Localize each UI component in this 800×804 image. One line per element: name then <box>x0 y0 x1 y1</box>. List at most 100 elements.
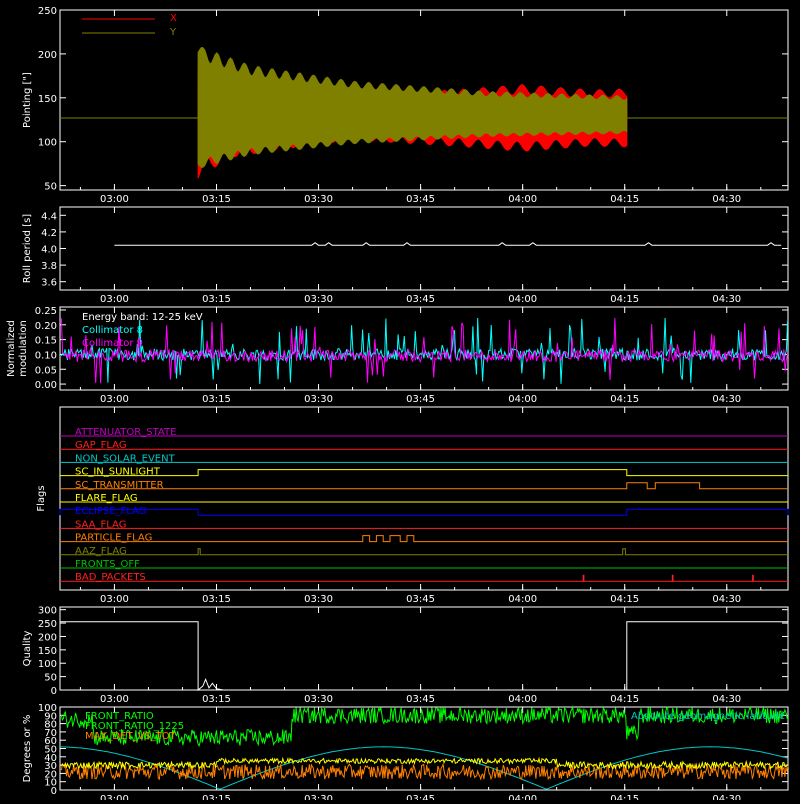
x-tick-label: 03:00 <box>100 594 129 605</box>
x-tick-label: 03:45 <box>406 594 435 605</box>
x-tick-label: 03:00 <box>100 794 129 800</box>
y-tick-label: 0.00 <box>35 380 57 391</box>
y-tick-label: 0.15 <box>35 336 57 347</box>
plot-frame <box>59 406 789 591</box>
x-tick-label: 04:30 <box>712 294 741 305</box>
y-tick-label: 70 <box>44 728 57 739</box>
y-tick-label: 50 <box>44 745 57 756</box>
flag-label: ATTENUATOR_STATE <box>75 427 176 438</box>
x-tick-label: 03:45 <box>406 294 435 305</box>
y-tick-label: 3.8 <box>41 261 57 272</box>
x-tick-label: 03:45 <box>406 794 435 800</box>
panel-ratios: 03:00 03:15 03:30 03:45 04:00 04:15 04:30 01020… <box>22 703 789 804</box>
y-tick-label: 150 <box>38 646 57 657</box>
panel-modulation: 03:00 03:15 03:30 03:45 04:00 04:15 04:30 0.00 0… <box>6 306 789 405</box>
x-tick-label: 03:30 <box>304 294 333 305</box>
x-tick-label: 03:00 <box>100 294 129 305</box>
y-tick-label: 150 <box>38 94 57 105</box>
y-axis-label: Normalized <box>6 320 17 377</box>
x-tick-label: 04:00 <box>508 194 537 205</box>
ratio-series-3 <box>60 762 789 781</box>
flag-label: GAP_FLAG <box>75 440 127 451</box>
flag-label: FLARE_FLAG <box>75 493 138 504</box>
flag-label: SC_IN_SUNLIGHT <box>75 467 161 478</box>
y-tick-label: 300 <box>38 606 57 617</box>
x-tick-label: 03:45 <box>406 394 435 405</box>
legend-label-y: Y <box>169 27 177 38</box>
y-tick-label: 4.0 <box>41 245 57 256</box>
x-tick-label: 03:00 <box>100 694 129 705</box>
x-tick-label: 03:00 <box>100 194 129 205</box>
y-tick-label: 0.25 <box>35 306 57 317</box>
y-axis-label: Quality <box>22 631 33 667</box>
legend-label-max-det: MAX_DET_VS_TOT <box>85 731 177 742</box>
y-tick-label: 60 <box>44 736 57 747</box>
y-tick-label: 30 <box>44 761 57 772</box>
y-tick-label: 4.4 <box>41 211 57 222</box>
ratio-series-2 <box>60 756 789 771</box>
flag-label: PARTICLE_FLAG <box>75 533 152 544</box>
x-tick-label: 04:00 <box>508 794 537 800</box>
y-tick-label: 20 <box>44 769 57 780</box>
x-tick-label: 04:30 <box>712 194 741 205</box>
flag-label: BAD_PACKETS <box>75 572 146 583</box>
x-tick-label: 03:15 <box>202 194 231 205</box>
x-tick-label: 04:15 <box>610 394 639 405</box>
plot-frame <box>59 9 789 191</box>
y-tick-label: 200 <box>38 632 57 643</box>
x-tick-label: 03:30 <box>304 594 333 605</box>
y-tick-label: 4.2 <box>41 228 57 239</box>
flag-label: NON_SOLAR_EVENT <box>75 453 176 464</box>
x-tick-label: 04:00 <box>508 594 537 605</box>
x-tick-label: 04:15 <box>610 594 639 605</box>
x-tick-label: 04:30 <box>712 694 741 705</box>
x-tick-label: 03:30 <box>304 794 333 800</box>
flag-label: SC_TRANSMITTER <box>75 480 164 491</box>
legend-label-front-ratio: FRONT_RATIO <box>85 711 154 722</box>
x-tick-label: 04:30 <box>712 794 741 800</box>
panel-roll: 03:00 03:15 03:30 03:45 04:00 04:15 04:30 3.6 3.… <box>22 206 789 305</box>
ratio-series-1 <box>60 705 789 748</box>
y-axis-label: Pointing ["] <box>22 72 33 128</box>
y-tick-label: 50 <box>44 673 57 684</box>
y-tick-label: 0.05 <box>35 365 57 376</box>
x-tick-label: 04:15 <box>610 794 639 800</box>
y-axis-label: modulation <box>18 320 29 377</box>
legend-label-front-ratio-1225: FRONT_RATIO_1225 <box>85 721 184 732</box>
y-tick-label: 50 <box>44 182 57 193</box>
y-tick-label: 0.20 <box>35 321 57 332</box>
plot-frame <box>59 206 789 291</box>
flag-label: SAA_FLAG <box>75 519 126 530</box>
x-tick-label: 04:00 <box>508 394 537 405</box>
y-axis-label: Degrees or % <box>22 715 33 783</box>
panel-flags: 03:00 03:15 03:30 03:45 04:00 04:15 04:30 Flags… <box>36 406 789 605</box>
y-tick-label: 0 <box>51 686 57 697</box>
y-tick-label: 100 <box>38 138 57 149</box>
x-tick-label: 03:15 <box>202 794 231 800</box>
x-tick-label: 04:15 <box>610 294 639 305</box>
flag-line <box>60 482 788 490</box>
x-tick-label: 03:15 <box>202 394 231 405</box>
plot-frame <box>59 306 789 391</box>
y-axis-label: Roll period [s] <box>22 214 33 283</box>
x-tick-label: 03:30 <box>304 194 333 205</box>
flag-label: ECLIPSE_FLAG <box>75 506 146 517</box>
x-tick-label: 04:15 <box>610 694 639 705</box>
y-tick-label: 10 <box>44 778 57 789</box>
x-tick-label: 03:45 <box>406 694 435 705</box>
y-tick-label: 250 <box>38 6 57 17</box>
legend-label-collimator-9: Collimator 9 <box>82 338 143 349</box>
flag-label: AAZ_FLAG <box>75 546 127 557</box>
y-tick-label: 80 <box>44 720 57 731</box>
y-tick-label: 200 <box>38 50 57 61</box>
x-tick-label: 04:30 <box>712 394 741 405</box>
flag-label: FRONTS_OFF <box>75 559 140 570</box>
x-tick-label: 04:00 <box>508 694 537 705</box>
roll-period-line <box>114 242 782 246</box>
legend-label-latitude: Absolute geomagnetic latitude <box>631 711 785 722</box>
x-tick-label: 03:15 <box>202 294 231 305</box>
y-tick-label: 0.10 <box>35 350 57 361</box>
x-tick-label: 03:15 <box>202 594 231 605</box>
x-tick-label: 03:30 <box>304 394 333 405</box>
